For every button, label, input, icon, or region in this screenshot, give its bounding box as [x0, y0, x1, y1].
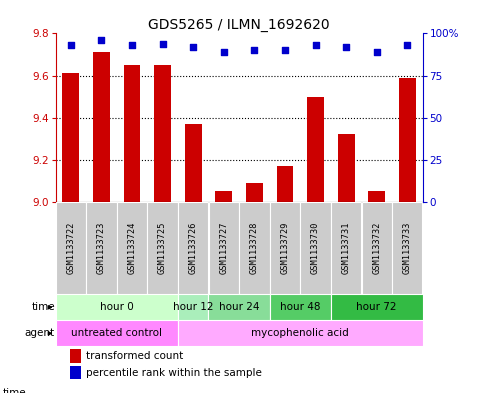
- Bar: [185, 124, 201, 202]
- Text: hour 48: hour 48: [280, 302, 321, 312]
- Bar: [246, 183, 263, 202]
- Bar: [307, 97, 324, 202]
- Text: hour 12: hour 12: [173, 302, 213, 312]
- Bar: [209, 202, 239, 294]
- Bar: [70, 365, 81, 380]
- Text: hour 24: hour 24: [219, 302, 259, 312]
- Text: time: time: [31, 302, 55, 312]
- Text: untreated control: untreated control: [71, 329, 162, 338]
- Point: [251, 47, 258, 53]
- Point: [373, 49, 381, 55]
- Text: GSM1133727: GSM1133727: [219, 222, 228, 274]
- Bar: [62, 73, 79, 202]
- Bar: [147, 202, 178, 294]
- Text: GSM1133729: GSM1133729: [281, 222, 289, 274]
- Text: GSM1133722: GSM1133722: [66, 222, 75, 274]
- Text: GSM1133732: GSM1133732: [372, 222, 381, 274]
- Point: [98, 37, 105, 43]
- Point: [67, 42, 75, 48]
- Text: GSM1133725: GSM1133725: [158, 222, 167, 274]
- Text: percentile rank within the sample: percentile rank within the sample: [86, 367, 262, 378]
- Text: agent: agent: [25, 329, 55, 338]
- Bar: [239, 202, 270, 294]
- Point: [281, 47, 289, 53]
- Text: time: time: [2, 388, 26, 393]
- Bar: [369, 191, 385, 202]
- Point: [342, 44, 350, 50]
- Bar: [178, 294, 209, 320]
- Bar: [86, 202, 116, 294]
- Text: GSM1133724: GSM1133724: [128, 222, 137, 274]
- Text: GSM1133731: GSM1133731: [341, 222, 351, 274]
- Text: GSM1133728: GSM1133728: [250, 222, 259, 274]
- Bar: [338, 134, 355, 202]
- Bar: [178, 320, 423, 346]
- Text: mycophenolic acid: mycophenolic acid: [251, 329, 349, 338]
- Bar: [209, 294, 270, 320]
- Title: GDS5265 / ILMN_1692620: GDS5265 / ILMN_1692620: [148, 18, 330, 32]
- Text: hour 72: hour 72: [356, 302, 397, 312]
- Point: [220, 49, 227, 55]
- Bar: [70, 349, 81, 363]
- Bar: [117, 202, 147, 294]
- Bar: [56, 320, 178, 346]
- Bar: [270, 202, 300, 294]
- Bar: [178, 202, 208, 294]
- Bar: [93, 52, 110, 202]
- Bar: [56, 202, 86, 294]
- Bar: [124, 65, 141, 202]
- Text: GSM1133733: GSM1133733: [403, 222, 412, 274]
- Bar: [399, 78, 416, 202]
- Bar: [392, 202, 423, 294]
- Point: [312, 42, 319, 48]
- Text: GSM1133730: GSM1133730: [311, 222, 320, 274]
- Text: GSM1133723: GSM1133723: [97, 222, 106, 274]
- Bar: [362, 202, 392, 294]
- Point: [403, 42, 411, 48]
- Text: hour 0: hour 0: [100, 302, 134, 312]
- Text: transformed count: transformed count: [86, 351, 183, 361]
- Point: [189, 44, 197, 50]
- Bar: [56, 294, 178, 320]
- Bar: [215, 191, 232, 202]
- Bar: [270, 294, 331, 320]
- Point: [159, 40, 167, 47]
- Bar: [331, 294, 423, 320]
- Bar: [277, 166, 293, 202]
- Bar: [331, 202, 361, 294]
- Bar: [154, 65, 171, 202]
- Bar: [300, 202, 331, 294]
- Text: GSM1133726: GSM1133726: [189, 222, 198, 274]
- Point: [128, 42, 136, 48]
